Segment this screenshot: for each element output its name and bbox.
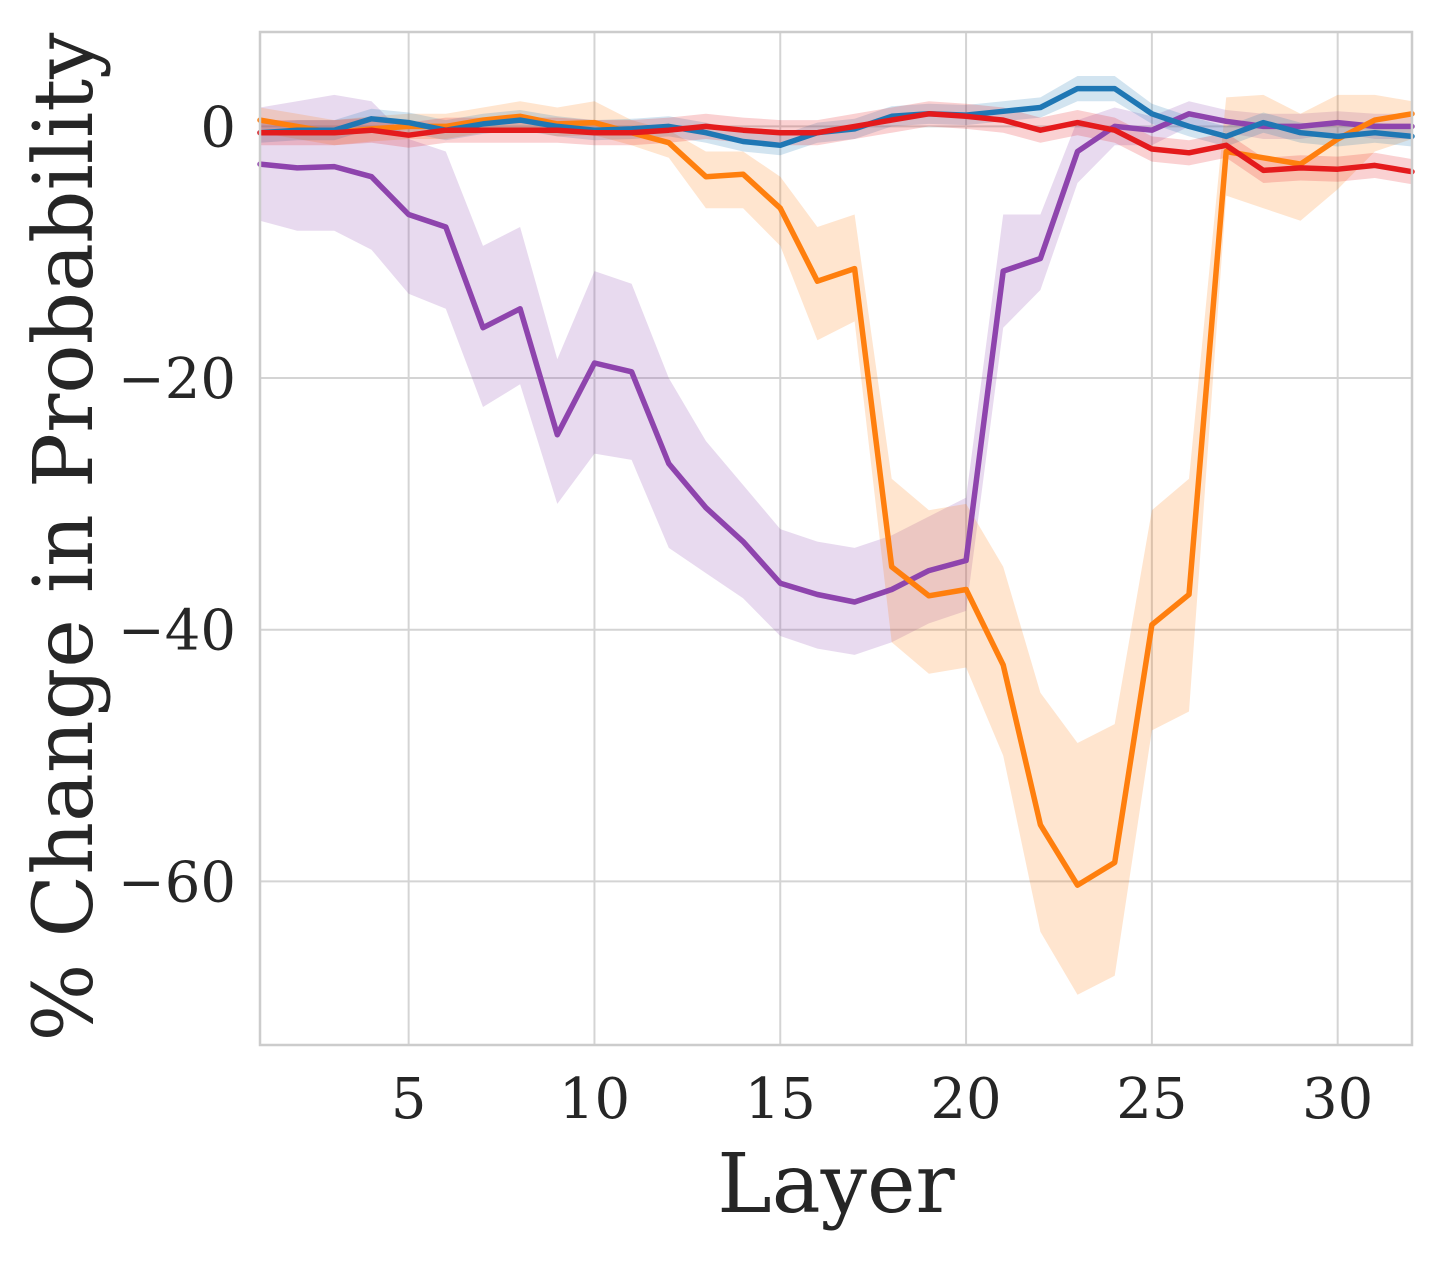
series-line-orange xyxy=(257,111,1415,888)
y-tick-label: −40 xyxy=(118,599,236,664)
band-orange xyxy=(260,94,1412,995)
x-tick-label: 30 xyxy=(1302,1067,1373,1132)
x-tick-label: 20 xyxy=(930,1067,1001,1132)
y-tick-label: −60 xyxy=(118,850,236,915)
series-line-red xyxy=(257,111,1415,175)
y-axis-title: % Change in Probability xyxy=(17,32,112,1042)
grid xyxy=(260,32,1412,1045)
x-tick-label: 5 xyxy=(391,1067,427,1132)
series-line-purple xyxy=(257,111,1415,605)
band-purple xyxy=(260,94,1412,655)
x-tick-label: 25 xyxy=(1116,1067,1187,1132)
y-tick-label: 0 xyxy=(200,95,236,160)
plot-frame xyxy=(258,30,1414,1047)
x-tick-label: 15 xyxy=(745,1067,816,1132)
y-tick-labels: 0 −20 −40 −60 xyxy=(118,95,236,915)
x-tick-label: 10 xyxy=(559,1067,630,1132)
y-tick-label: −20 xyxy=(118,347,236,412)
x-axis-title: Layer xyxy=(717,1137,955,1232)
series-lines xyxy=(257,85,1415,888)
x-tick-labels: 5 10 15 20 25 30 xyxy=(391,1067,1373,1132)
